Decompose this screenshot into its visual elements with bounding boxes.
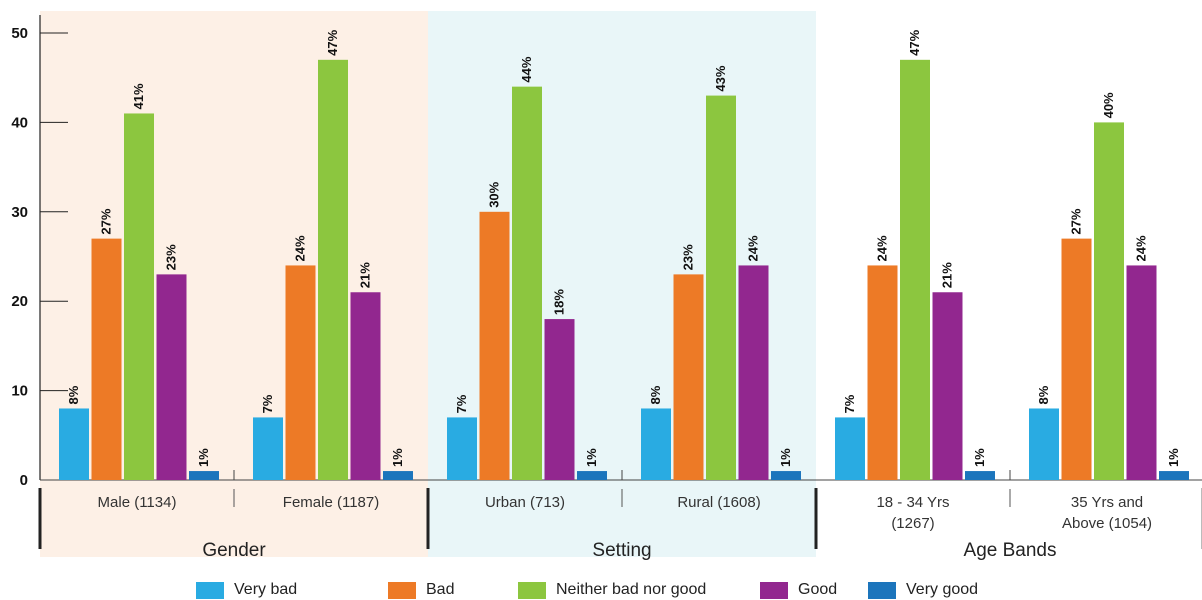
bar-bad (285, 265, 316, 480)
bar-bad (91, 238, 122, 480)
bar-good (350, 292, 381, 480)
data-label: 1% (1166, 448, 1181, 467)
y-tick-label: 20 (11, 293, 28, 310)
category-label: Above (1054) (1062, 515, 1152, 532)
data-label: 1% (196, 448, 211, 467)
category-label: Rural (1608) (677, 494, 760, 511)
y-tick-label: 30 (11, 204, 28, 221)
category-label: 35 Yrs and (1071, 494, 1143, 511)
y-tick-label: 10 (11, 383, 28, 400)
data-label: 1% (584, 448, 599, 467)
bar-very-bad (59, 408, 89, 480)
data-label: 44% (519, 56, 534, 82)
bar-good (156, 274, 187, 480)
bar-very-bad (641, 408, 671, 480)
legend-swatch (868, 581, 896, 599)
legend-item: Very good (868, 581, 978, 599)
bar-very-good (383, 471, 413, 480)
legend-item: Bad (388, 581, 454, 599)
data-label: 40% (1101, 92, 1116, 118)
data-label: 47% (907, 29, 922, 55)
data-label: 24% (1134, 235, 1149, 261)
legend-label: Good (798, 581, 838, 598)
data-label: 8% (1036, 385, 1051, 404)
bar-very-good (1159, 471, 1189, 480)
group-label: Gender (202, 540, 266, 561)
data-label: 18% (552, 289, 567, 315)
data-label: 23% (681, 244, 696, 270)
data-label: 1% (972, 448, 987, 467)
data-label: 47% (325, 29, 340, 55)
legend-swatch (388, 581, 416, 599)
legend-label: Very bad (234, 581, 298, 598)
bar-neither-bad-nor-good (706, 95, 736, 480)
legend-item: Very bad (196, 581, 297, 599)
bar-bad (673, 274, 704, 480)
category-label: Female (1187) (283, 494, 379, 511)
data-label: 8% (648, 385, 663, 404)
bar-bad (1061, 238, 1092, 480)
bar-very-bad (835, 417, 865, 480)
category-label: (1267) (891, 515, 934, 532)
data-label: 24% (875, 235, 890, 261)
bar-neither-bad-nor-good (900, 59, 930, 480)
data-label: 7% (454, 394, 469, 413)
legend-label: Bad (426, 581, 455, 598)
group-label: Setting (592, 540, 651, 561)
bar-good (932, 292, 963, 480)
data-label: 21% (940, 262, 955, 288)
data-label: 1% (390, 448, 405, 467)
category-label: Urban (713) (485, 494, 565, 511)
legend-swatch (518, 581, 546, 599)
data-label: 27% (99, 208, 114, 234)
bar-very-good (771, 471, 801, 480)
legend-item: Neither bad nor good (518, 581, 706, 599)
bar-good (1126, 265, 1157, 480)
category-label: 18 - 34 Yrs (876, 494, 949, 511)
data-label: 27% (1069, 208, 1084, 234)
bar-good (544, 319, 575, 480)
bar-neither-bad-nor-good (512, 86, 542, 480)
data-label: 24% (293, 235, 308, 261)
data-label: 30% (487, 181, 502, 207)
bar-very-good (577, 471, 607, 480)
y-tick-label: 0 (20, 472, 28, 489)
legend-swatch (760, 581, 788, 599)
data-label: 21% (358, 262, 373, 288)
chart-legend: Very bad Bad Neither bad nor good Good Very … (0, 578, 1202, 600)
y-tick-label: 40 (11, 114, 28, 131)
legend-label: Neither bad nor good (556, 581, 707, 598)
bar-good (738, 265, 769, 480)
bar-very-good (965, 471, 995, 480)
legend-label: Very good (906, 581, 979, 598)
bar-chart: 0 10 20 30 40 50 8% 27% 41% 23% 1% 7% 24% 47% 21% 1% 7% 3… (11, 11, 1202, 561)
bar-neither-bad-nor-good (124, 113, 154, 481)
data-label: 7% (842, 394, 857, 413)
bar-very-bad (253, 417, 283, 480)
group-label: Age Bands (964, 540, 1057, 561)
y-tick-label: 50 (11, 25, 28, 42)
data-label: 8% (66, 385, 81, 404)
data-label: 24% (746, 235, 761, 261)
bar-neither-bad-nor-good (1094, 122, 1124, 481)
bar-bad (867, 265, 898, 480)
category-label: Male (1134) (98, 494, 177, 511)
legend-item: Good (760, 581, 837, 599)
data-label: 43% (713, 65, 728, 91)
bar-neither-bad-nor-good (318, 59, 348, 480)
data-label: 1% (778, 448, 793, 467)
bar-very-good (189, 471, 219, 480)
data-label: 41% (131, 83, 146, 109)
legend-swatch (196, 581, 224, 599)
data-label: 7% (260, 394, 275, 413)
data-label: 23% (164, 244, 179, 270)
bar-very-bad (447, 417, 477, 480)
bar-very-bad (1029, 408, 1059, 480)
bar-bad (479, 211, 510, 481)
